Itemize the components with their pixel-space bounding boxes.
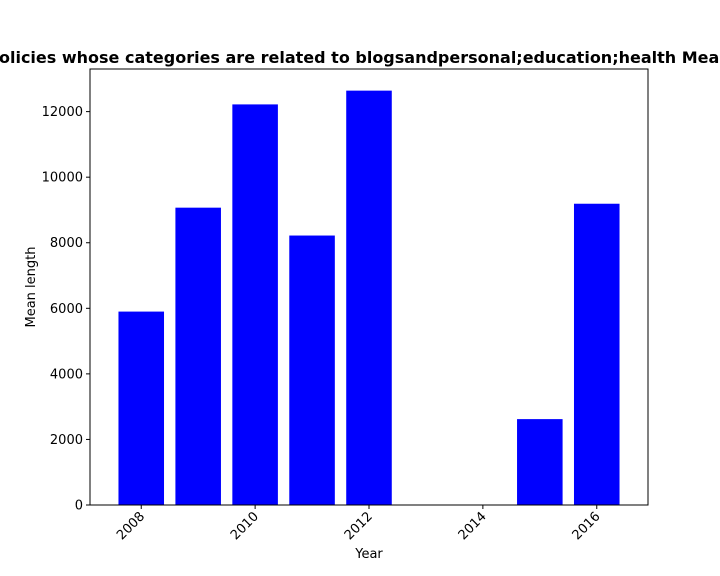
bar-2009 — [175, 207, 221, 505]
x-tick-label: 2016 — [570, 509, 604, 543]
y-tick-label: 12000 — [42, 105, 83, 120]
y-tick-label: 10000 — [42, 171, 83, 186]
x-tick-label: 2010 — [228, 509, 262, 543]
y-tick-label: 6000 — [50, 302, 83, 317]
bar-2012 — [346, 90, 392, 505]
y-tick-label: 4000 — [50, 367, 83, 382]
bar-2008 — [118, 311, 165, 505]
y-tick-label: 0 — [75, 499, 83, 514]
x-tick-label: 2012 — [342, 509, 376, 543]
x-axis: 2008 2010 2012 2014 2016 — [114, 505, 604, 543]
bar-2016 — [573, 203, 620, 506]
bar-2015 — [517, 419, 563, 505]
bars — [118, 90, 620, 506]
bar-2010 — [232, 104, 278, 505]
chart-title: Mean length in privacy policies whose ca… — [0, 48, 720, 67]
y-tick-label: 8000 — [50, 236, 83, 251]
x-axis-label: Year — [354, 547, 383, 562]
y-tick-label: 2000 — [50, 433, 83, 448]
x-tick-label: 2014 — [456, 509, 490, 543]
bar-2011 — [289, 235, 335, 505]
x-tick-label: 2008 — [114, 509, 148, 543]
y-axis: 0 2000 4000 6000 8000 10000 12000 — [42, 105, 90, 514]
plot-area — [89, 68, 649, 506]
y-axis-label: Mean length — [24, 247, 39, 328]
